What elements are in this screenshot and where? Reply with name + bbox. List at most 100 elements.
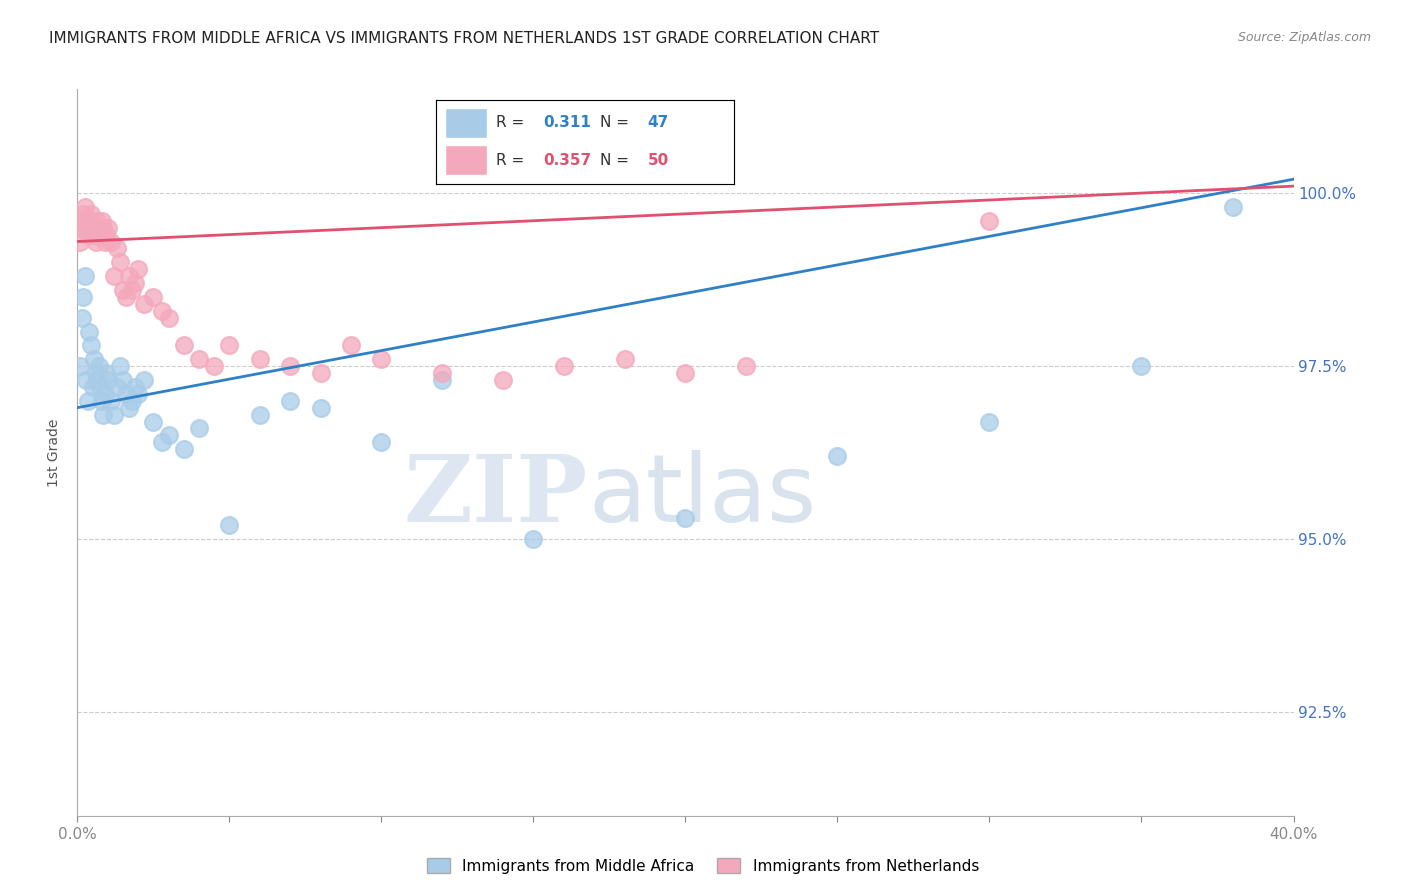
- Point: [90, 393, 112, 408]
- Point: [218, 338, 240, 352]
- Point: [83, 227, 105, 242]
- Point: [89, 227, 111, 242]
- Point: [82, 220, 104, 235]
- Point: [249, 352, 271, 367]
- Point: [522, 533, 544, 547]
- Point: [118, 401, 141, 415]
- Point: [70, 310, 93, 325]
- Point: [115, 290, 138, 304]
- Point: [134, 297, 156, 311]
- Point: [249, 408, 271, 422]
- Point: [157, 428, 180, 442]
- Point: [79, 325, 101, 339]
- Point: [103, 408, 125, 422]
- Point: [89, 380, 111, 394]
- Point: [84, 235, 107, 249]
- Point: [735, 359, 758, 373]
- Point: [77, 227, 100, 242]
- Point: [86, 213, 108, 227]
- Point: [1130, 359, 1153, 373]
- Point: [340, 338, 363, 352]
- Point: [115, 387, 138, 401]
- Point: [75, 220, 97, 235]
- Point: [86, 373, 108, 387]
- Point: [124, 380, 146, 394]
- Point: [124, 276, 146, 290]
- Point: [73, 200, 96, 214]
- Point: [979, 213, 1001, 227]
- Point: [218, 518, 240, 533]
- Text: IMMIGRANTS FROM MIDDLE AFRICA VS IMMIGRANTS FROM NETHERLANDS 1ST GRADE CORRELATI: IMMIGRANTS FROM MIDDLE AFRICA VS IMMIGRA…: [49, 31, 879, 46]
- Point: [492, 373, 515, 387]
- Y-axis label: 1st Grade: 1st Grade: [48, 418, 62, 487]
- Text: ZIP: ZIP: [404, 451, 588, 541]
- Point: [173, 442, 195, 457]
- Point: [142, 290, 165, 304]
- Point: [87, 220, 110, 235]
- Point: [613, 352, 636, 367]
- Point: [979, 415, 1001, 429]
- Point: [675, 511, 697, 525]
- Point: [111, 283, 134, 297]
- Point: [75, 373, 97, 387]
- Point: [100, 235, 122, 249]
- Point: [73, 269, 96, 284]
- Point: [108, 359, 131, 373]
- Point: [134, 373, 156, 387]
- Point: [430, 366, 453, 380]
- Point: [142, 415, 165, 429]
- Point: [87, 359, 110, 373]
- Point: [80, 207, 103, 221]
- Point: [97, 373, 120, 387]
- Point: [173, 338, 195, 352]
- Point: [91, 220, 114, 235]
- Point: [430, 373, 453, 387]
- Point: [152, 303, 174, 318]
- Point: [1222, 200, 1244, 214]
- Point: [82, 380, 104, 394]
- Point: [84, 366, 107, 380]
- Point: [96, 366, 118, 380]
- Point: [553, 359, 575, 373]
- Text: Source: ZipAtlas.com: Source: ZipAtlas.com: [1237, 31, 1371, 45]
- Point: [96, 227, 118, 242]
- Point: [188, 352, 211, 367]
- Point: [127, 387, 149, 401]
- Point: [370, 435, 392, 450]
- Point: [278, 393, 301, 408]
- Point: [103, 269, 125, 284]
- Point: [202, 359, 225, 373]
- Point: [72, 290, 94, 304]
- Point: [97, 220, 120, 235]
- Point: [69, 235, 91, 249]
- Point: [118, 269, 141, 284]
- Point: [127, 262, 149, 277]
- Point: [100, 393, 122, 408]
- Point: [121, 393, 143, 408]
- Point: [70, 213, 93, 227]
- Point: [72, 207, 94, 221]
- Legend: Immigrants from Middle Africa, Immigrants from Netherlands: Immigrants from Middle Africa, Immigrant…: [420, 852, 986, 880]
- Point: [77, 393, 100, 408]
- Point: [105, 380, 128, 394]
- Point: [108, 255, 131, 269]
- Point: [83, 352, 105, 367]
- Point: [157, 310, 180, 325]
- Point: [309, 401, 332, 415]
- Point: [79, 213, 101, 227]
- Point: [278, 359, 301, 373]
- Point: [188, 421, 211, 435]
- Point: [675, 366, 697, 380]
- Point: [111, 373, 134, 387]
- Text: atlas: atlas: [588, 450, 817, 542]
- Point: [121, 283, 143, 297]
- Point: [105, 242, 128, 256]
- Point: [370, 352, 392, 367]
- Point: [67, 220, 90, 235]
- Point: [827, 449, 849, 463]
- Point: [152, 435, 174, 450]
- Point: [93, 235, 115, 249]
- Point: [69, 359, 91, 373]
- Point: [309, 366, 332, 380]
- Point: [90, 213, 112, 227]
